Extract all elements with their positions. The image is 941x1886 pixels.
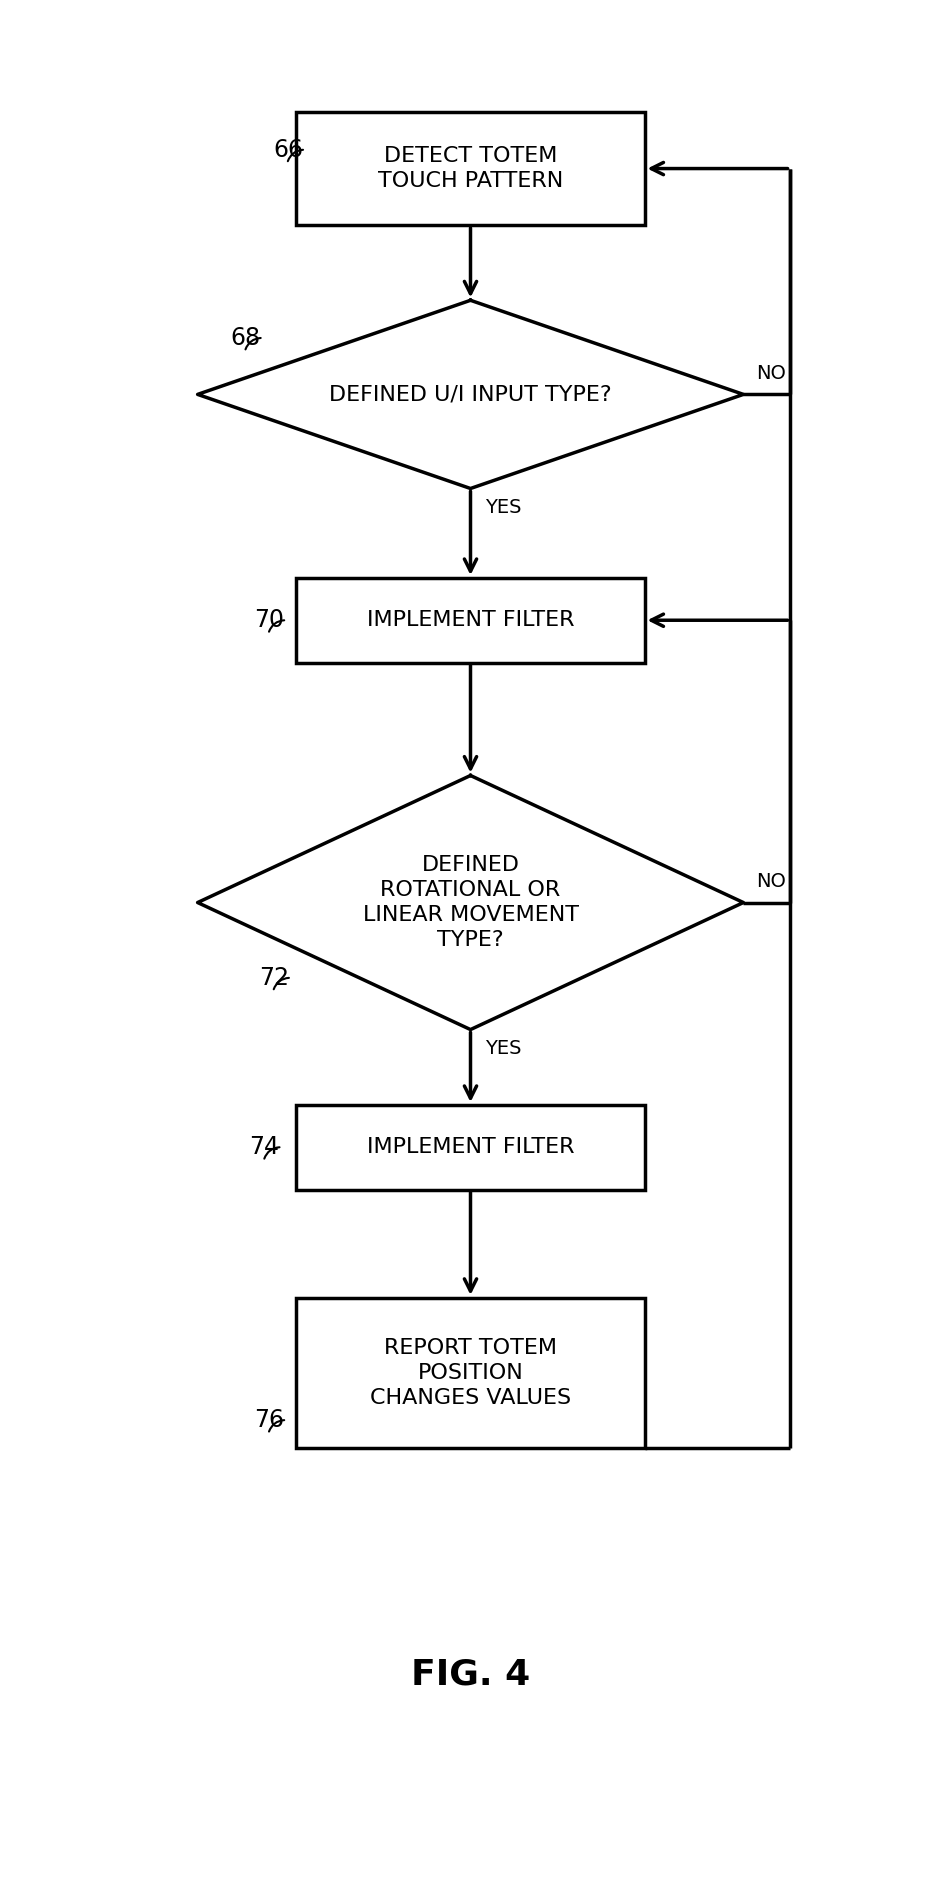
Text: 74: 74	[249, 1135, 279, 1160]
Text: 72: 72	[259, 966, 289, 990]
Text: DETECT TOTEM
TOUCH PATTERN: DETECT TOTEM TOUCH PATTERN	[378, 145, 563, 190]
Text: DEFINED
ROTATIONAL OR
LINEAR MOVEMENT
TYPE?: DEFINED ROTATIONAL OR LINEAR MOVEMENT TY…	[362, 856, 579, 951]
Text: IMPLEMENT FILTER: IMPLEMENT FILTER	[367, 1137, 574, 1158]
Text: NO: NO	[756, 871, 786, 892]
Bar	[296, 577, 645, 662]
Polygon shape	[198, 300, 743, 488]
Text: 76: 76	[254, 1409, 284, 1431]
Bar	[296, 1298, 645, 1448]
Text: 68: 68	[231, 326, 261, 351]
Bar	[296, 1105, 645, 1190]
Text: YES: YES	[485, 498, 521, 517]
Text: DEFINED U/I INPUT TYPE?: DEFINED U/I INPUT TYPE?	[329, 385, 612, 404]
Text: IMPLEMENT FILTER: IMPLEMENT FILTER	[367, 611, 574, 630]
Text: YES: YES	[485, 1039, 521, 1058]
Text: FIG. 4: FIG. 4	[411, 1658, 530, 1692]
Polygon shape	[198, 775, 743, 1030]
Text: REPORT TOTEM
POSITION
CHANGES VALUES: REPORT TOTEM POSITION CHANGES VALUES	[370, 1339, 571, 1407]
Text: 70: 70	[254, 609, 284, 632]
Text: NO: NO	[756, 364, 786, 383]
Bar	[296, 111, 645, 224]
Text: 66: 66	[273, 138, 303, 162]
